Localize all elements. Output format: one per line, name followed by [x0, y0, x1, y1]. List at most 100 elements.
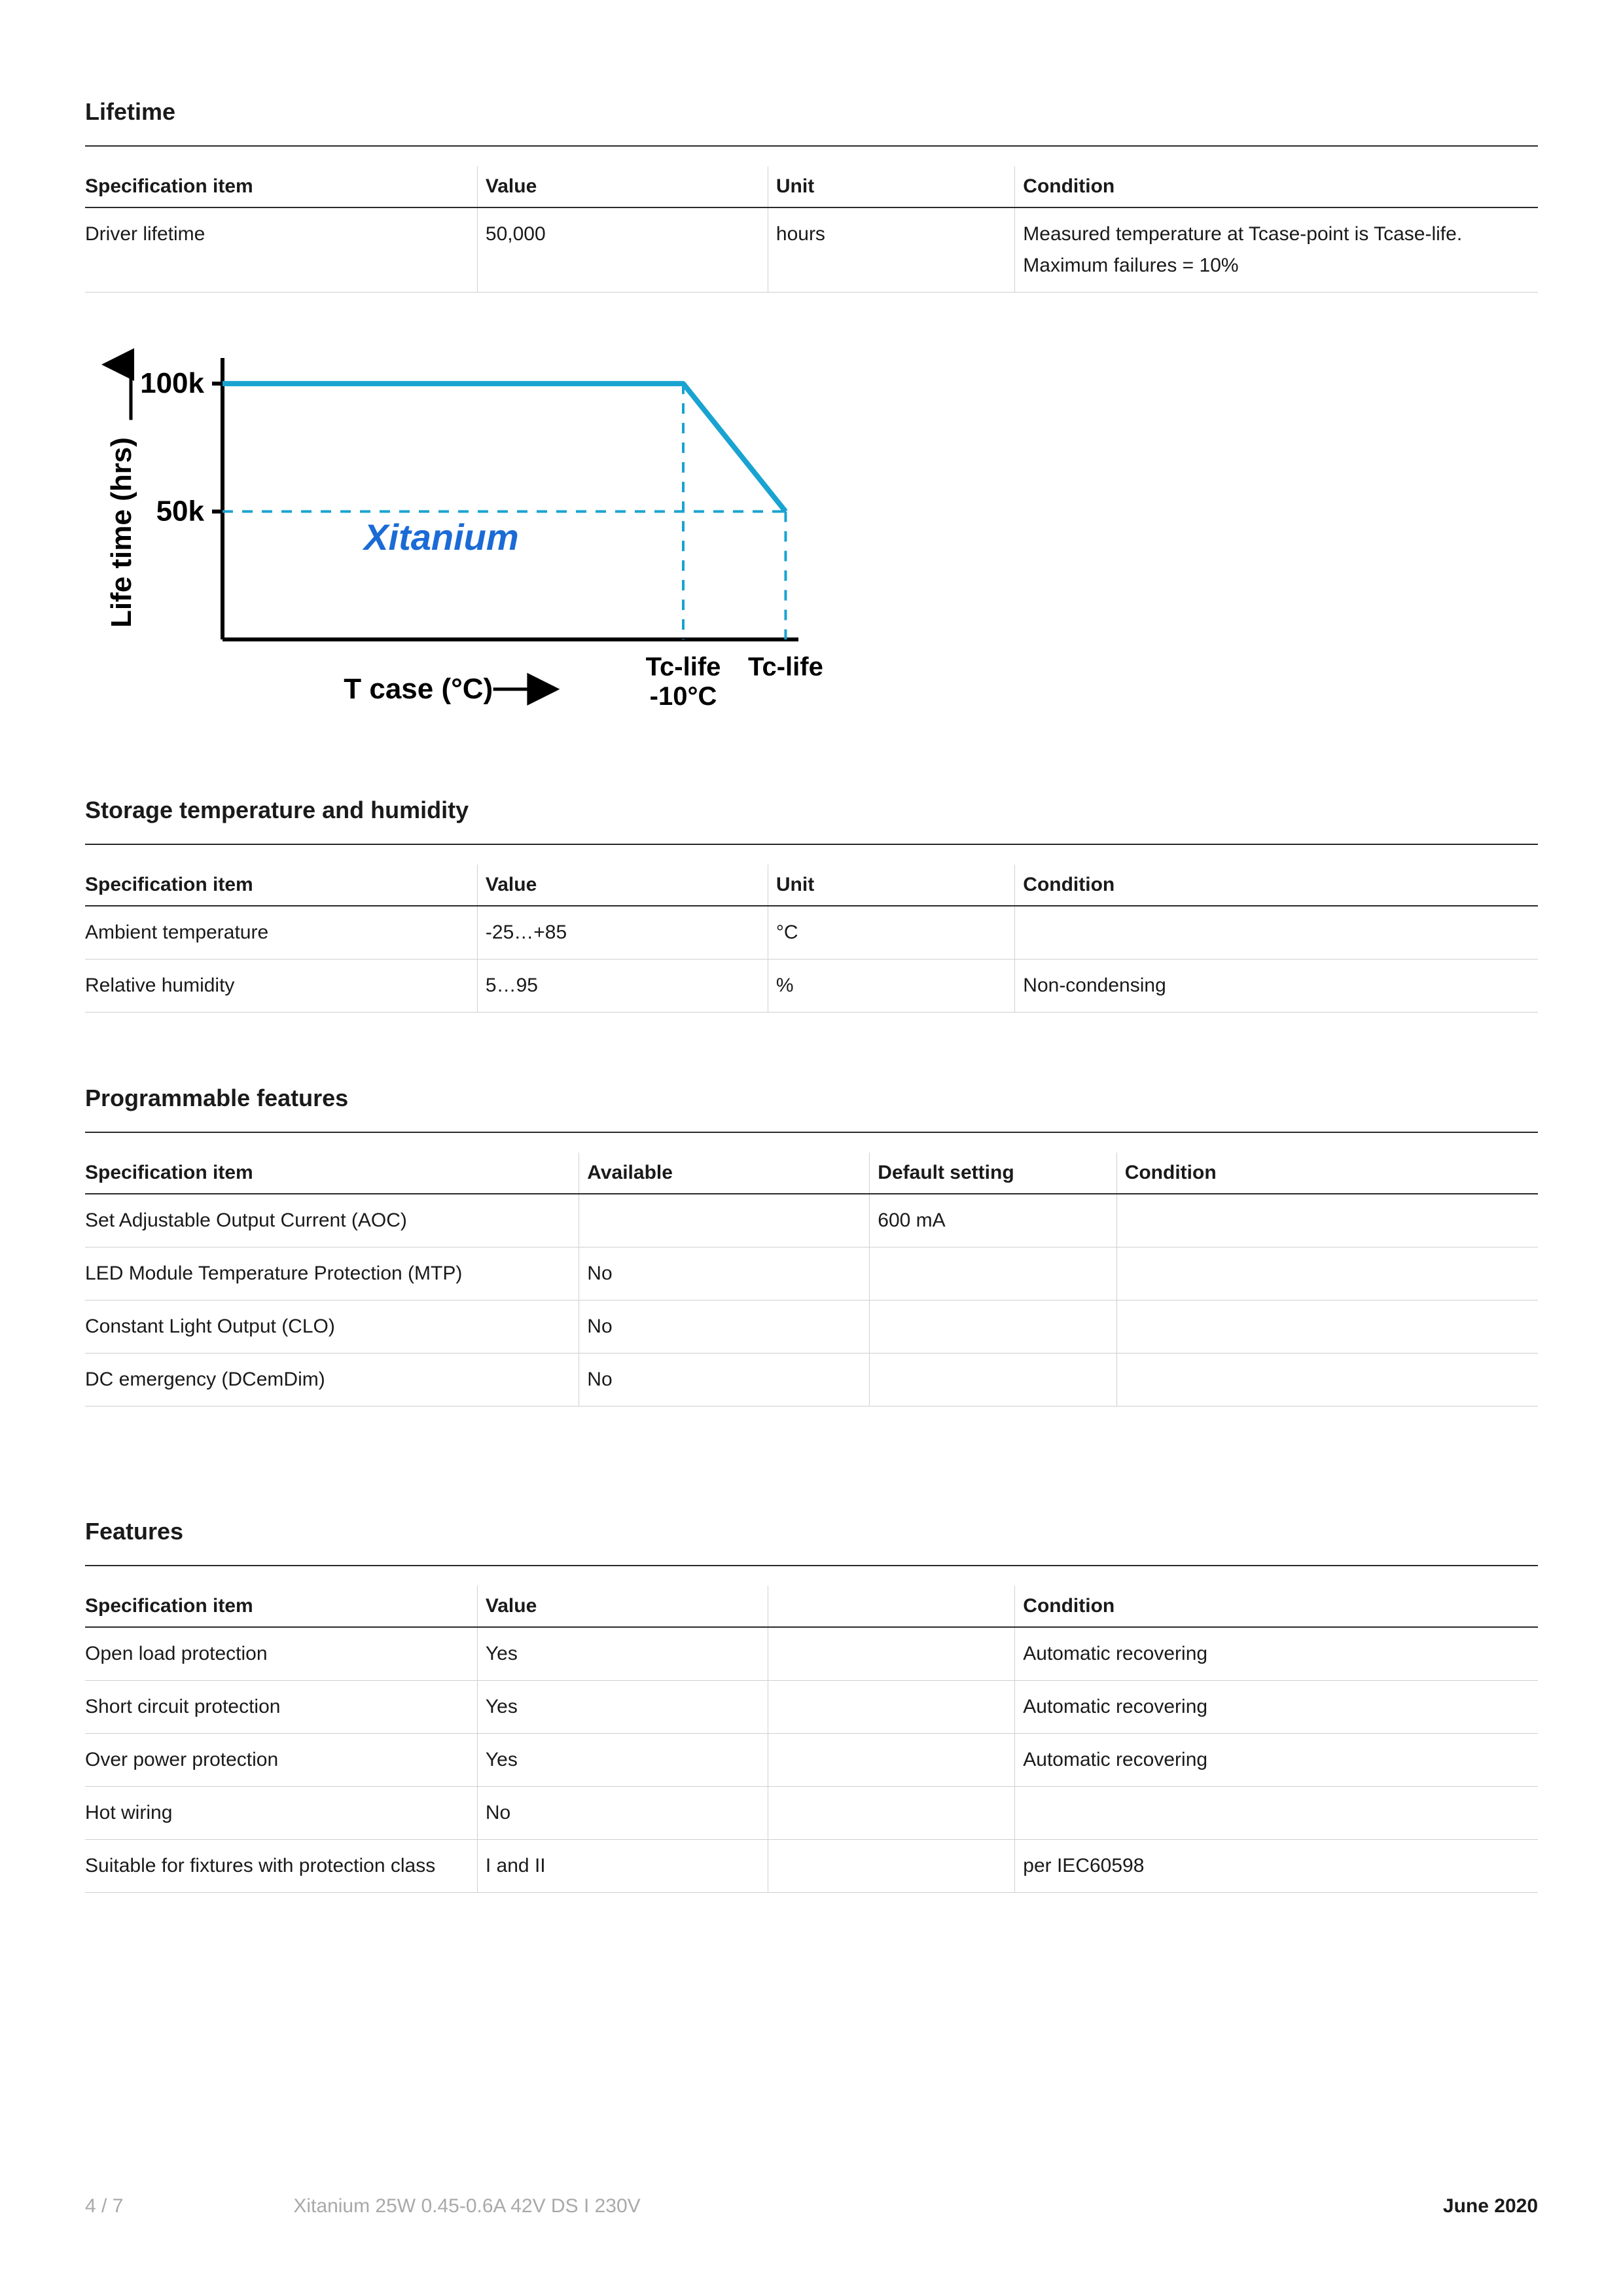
svg-text:Life time (hrs): Life time (hrs) [105, 437, 137, 628]
svg-text:-10°C: -10°C [650, 682, 717, 711]
table-cell [870, 1247, 1116, 1300]
table-cell: Hot wiring [85, 1787, 477, 1840]
table-row: DC emergency (DCemDim)No [85, 1354, 1538, 1407]
svg-text:50k: 50k [156, 495, 205, 528]
table-cell [1116, 1300, 1538, 1354]
table-cell [870, 1354, 1116, 1407]
section-features: Features Specification itemValue Conditio… [85, 1518, 1538, 1893]
table-cell: LED Module Temperature Protection (MTP) [85, 1247, 579, 1300]
table-cell: DC emergency (DCemDim) [85, 1354, 579, 1407]
table-cell: 50,000 [477, 207, 768, 293]
table-cell: Automatic recovering [1015, 1627, 1538, 1681]
table-cell: hours [768, 207, 1014, 293]
table-cell: Yes [477, 1681, 768, 1734]
table-header: Condition [1015, 1586, 1538, 1627]
section-title: Features [85, 1518, 1538, 1545]
footer-product: Xitanium 25W 0.45-0.6A 42V DS I 230V [293, 2195, 1443, 2217]
section-rule [85, 1565, 1538, 1566]
table-cell [1116, 1194, 1538, 1247]
page-footer: 4 / 7 Xitanium 25W 0.45-0.6A 42V DS I 23… [85, 2195, 1538, 2217]
svg-text:Xitanium: Xitanium [362, 516, 518, 558]
table-header: Condition [1116, 1153, 1538, 1194]
table-header: Condition [1015, 166, 1538, 207]
features-table: Specification itemValueConditionOpen loa… [85, 1586, 1538, 1893]
svg-text:100k: 100k [140, 367, 204, 399]
table-cell: Relative humidity [85, 960, 477, 1013]
table-cell: Short circuit protection [85, 1681, 477, 1734]
table-cell [768, 1840, 1014, 1893]
table-cell: No [579, 1247, 870, 1300]
table-cell: Automatic recovering [1015, 1734, 1538, 1787]
table-header: Condition [1015, 865, 1538, 906]
table-row: Constant Light Output (CLO)No [85, 1300, 1538, 1354]
table-row: Short circuit protectionYes Automatic rec… [85, 1681, 1538, 1734]
table-header: Value [477, 1586, 768, 1627]
table-cell: Non-condensing [1015, 960, 1538, 1013]
table-header: Unit [768, 865, 1014, 906]
table-cell [768, 1627, 1014, 1681]
table-cell: 5…95 [477, 960, 768, 1013]
programmable-table: Specification itemAvailableDefault setti… [85, 1153, 1538, 1407]
table-cell: per IEC60598 [1015, 1840, 1538, 1893]
table-cell: No [579, 1300, 870, 1354]
chart-svg: 100k 50k Life time (hrs) T case (°C) Tc-life… [85, 338, 825, 725]
table-cell [1015, 1787, 1538, 1840]
table-cell: % [768, 960, 1014, 1013]
table-cell: Ambient temperature [85, 906, 477, 960]
table-cell: Constant Light Output (CLO) [85, 1300, 579, 1354]
table-cell: I and II [477, 1840, 768, 1893]
section-title: Lifetime [85, 98, 1538, 126]
table-header: Available [579, 1153, 870, 1194]
svg-text:T case (°C): T case (°C) [344, 673, 493, 705]
table-row: Set Adjustable Output Current (AOC) 600 m… [85, 1194, 1538, 1247]
table-row: LED Module Temperature Protection (MTP)N… [85, 1247, 1538, 1300]
section-title: Storage temperature and humidity [85, 797, 1538, 824]
section-rule [85, 145, 1538, 147]
section-lifetime: Lifetime Specification itemValueUnitCond… [85, 98, 1538, 725]
table-header: Specification item [85, 1153, 579, 1194]
section-rule [85, 844, 1538, 845]
svg-text:Tc-life: Tc-life [646, 653, 721, 681]
table-cell: -25…+85 [477, 906, 768, 960]
table-header [768, 1586, 1014, 1627]
table-cell: Automatic recovering [1015, 1681, 1538, 1734]
table-header: Specification item [85, 865, 477, 906]
table-cell: Over power protection [85, 1734, 477, 1787]
table-row: Over power protectionYes Automatic recove… [85, 1734, 1538, 1787]
section-rule [85, 1132, 1538, 1133]
table-header: Unit [768, 166, 1014, 207]
table-cell [1116, 1247, 1538, 1300]
table-cell: Yes [477, 1627, 768, 1681]
table-cell: No [579, 1354, 870, 1407]
table-cell [768, 1787, 1014, 1840]
table-cell [579, 1194, 870, 1247]
table-header: Value [477, 865, 768, 906]
lifetime-chart: 100k 50k Life time (hrs) T case (°C) Tc-life… [85, 338, 1538, 725]
table-header: Value [477, 166, 768, 207]
table-cell [870, 1300, 1116, 1354]
table-cell: 600 mA [870, 1194, 1116, 1247]
table-cell: No [477, 1787, 768, 1840]
footer-page: 4 / 7 [85, 2195, 123, 2217]
table-cell: Driver lifetime [85, 207, 477, 293]
table-cell [1116, 1354, 1538, 1407]
table-cell: Suitable for fixtures with protection cl… [85, 1840, 477, 1893]
table-header: Specification item [85, 1586, 477, 1627]
table-header: Default setting [870, 1153, 1116, 1194]
table-cell: Set Adjustable Output Current (AOC) [85, 1194, 579, 1247]
section-storage: Storage temperature and humidity Specifi… [85, 797, 1538, 1013]
table-cell: Open load protection [85, 1627, 477, 1681]
lifetime-table: Specification itemValueUnitConditionDriv… [85, 166, 1538, 293]
table-row: Driver lifetime50,000hoursMeasured tempe… [85, 207, 1538, 293]
table-row: Suitable for fixtures with protection cl… [85, 1840, 1538, 1893]
table-cell [768, 1734, 1014, 1787]
table-row: Open load protectionYes Automatic recover… [85, 1627, 1538, 1681]
table-header: Specification item [85, 166, 477, 207]
table-row: Hot wiringNo [85, 1787, 1538, 1840]
table-cell: Measured temperature at Tcase-point is T… [1015, 207, 1538, 293]
footer-date: June 2020 [1443, 2195, 1538, 2217]
table-row: Relative humidity5…95%Non-condensing [85, 960, 1538, 1013]
table-row: Ambient temperature-25…+85°C [85, 906, 1538, 960]
table-cell [768, 1681, 1014, 1734]
table-cell: Yes [477, 1734, 768, 1787]
